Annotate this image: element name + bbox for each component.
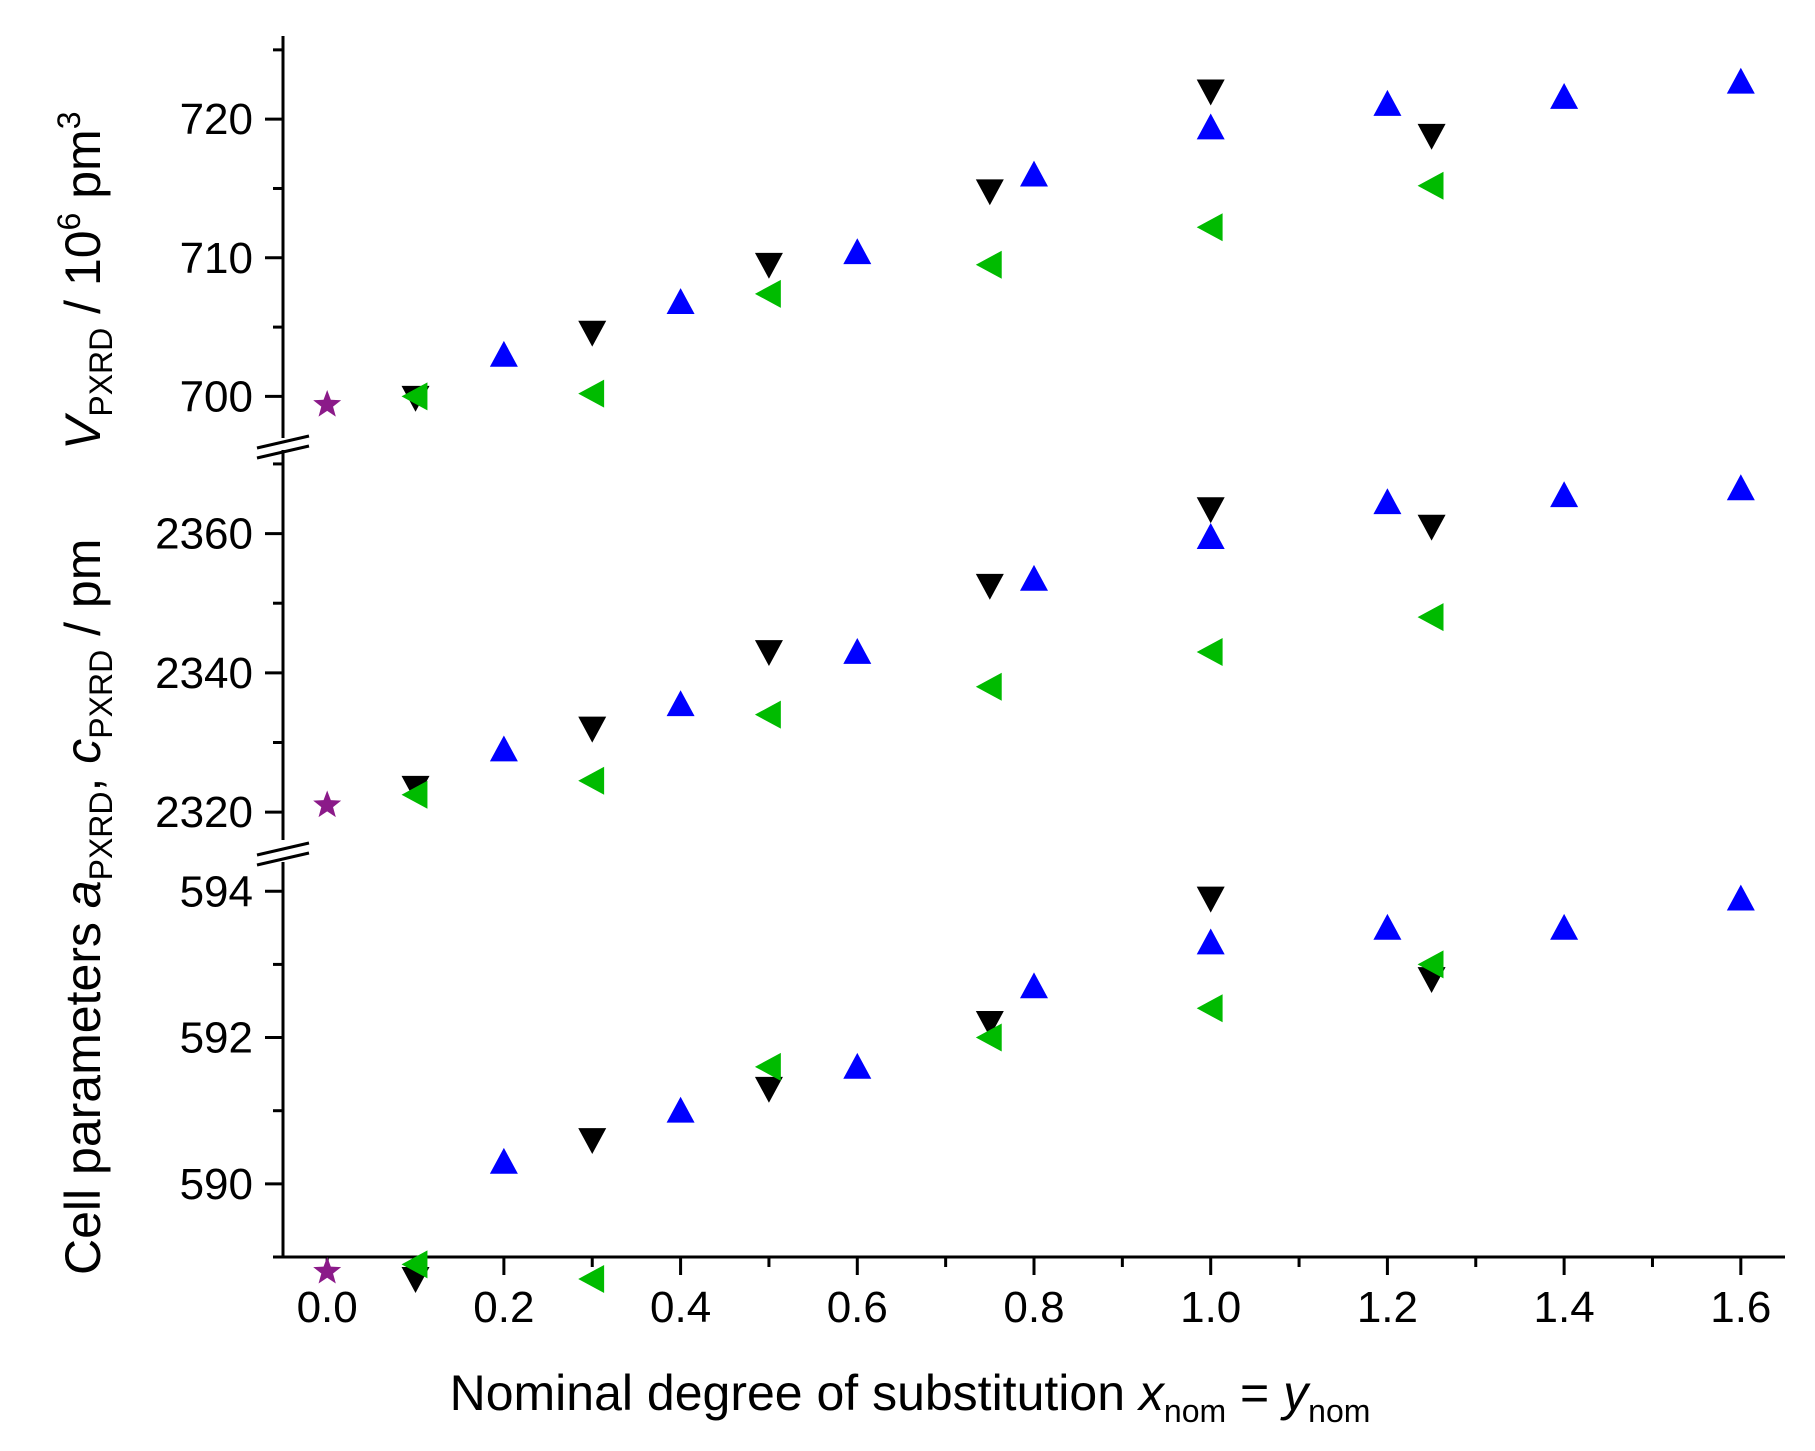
data-point-triangle-down-c [578,716,607,743]
data-point-triangle-left-a [401,1250,428,1279]
data-point-triangle-up-a [1196,928,1225,955]
data-point-triangle-down-a [1196,886,1225,913]
data-point-triangle-up-a [843,1052,872,1079]
data-point-triangle-left-c [401,780,428,809]
y-tick-label: 2340 [155,649,253,698]
data-point-star-V [313,390,342,417]
data-point-triangle-up-V [1550,82,1579,109]
data-point-triangle-left-V [401,382,428,411]
x-tick-label: 1.6 [1710,1283,1771,1332]
data-point-triangle-up-V [843,238,872,265]
data-point-triangle-up-a [1020,972,1048,999]
data-point-triangle-left-c [975,672,1002,701]
data-point-triangle-up-a [1373,913,1402,940]
data-point-triangle-up-c [1196,523,1225,549]
data-point-triangle-down-c [754,640,783,666]
data-point-triangle-up-c [1550,481,1579,508]
axis-break-mark [256,444,310,460]
data-point-triangle-down-V [1417,123,1446,150]
y-tick-label: 720 [180,95,253,144]
data-point-triangle-up-a [666,1096,695,1123]
y-tick-label: 710 [180,234,253,283]
data-point-triangle-left-V [754,279,781,308]
data-point-triangle-up-V [489,340,518,367]
data-point-triangle-down-a [975,1011,1004,1037]
data-point-triangle-down-V [578,320,607,347]
data-point-triangle-left-V [975,250,1002,279]
data-point-triangle-left-a [754,1052,781,1081]
data-point-triangle-up-V [1373,89,1402,116]
data-point-triangle-left-a [1417,950,1444,979]
data-point-triangle-down-a [754,1076,783,1103]
y-axis: 590 592 594 2320 2340 2360 700 710 720 [155,36,310,1259]
data-point-triangle-up-c [489,735,518,762]
data-point-triangle-up-a [1726,884,1755,911]
x-axis-title: Nominal degree of substitution xnom = yn… [450,1365,1371,1429]
data-point-triangle-down-a [578,1128,607,1154]
y-tick-label: 2360 [155,510,253,559]
data-point-triangle-up-a [489,1147,518,1174]
data-point-triangle-left-c [578,766,605,795]
data-point-triangle-up-c [843,637,872,664]
data-point-triangle-left-V [1196,213,1223,242]
data-point-triangle-down-V [975,179,1004,206]
data-point-triangle-up-c [1020,564,1048,591]
data-point-triangle-left-V [1417,171,1444,200]
data-point-triangle-left-a [578,1264,605,1293]
data-point-triangle-up-c [666,690,695,717]
data-point-triangle-up-V [1196,113,1225,140]
data-point-triangle-left-a [1196,994,1223,1023]
data-point-triangle-left-a [975,1023,1002,1052]
data-point-triangle-up-V [666,288,695,315]
data-point-triangle-left-V [578,379,605,408]
data-point-star-a [313,1256,342,1284]
data-point-triangle-up-V [1020,160,1048,187]
data-point-triangle-up-c [1373,488,1402,515]
x-tick-label: 0.0 [297,1283,358,1332]
x-tick-label: 0.8 [1003,1283,1064,1332]
data-point-triangle-up-V [1726,67,1755,94]
y-tick-label: 590 [180,1160,253,1209]
x-tick-label: 0.6 [827,1283,888,1332]
axis-break-mark [256,841,310,857]
x-tick-label: 0.2 [473,1283,534,1332]
y-axis-title-upper: VPXRD / 106 pm3 [51,111,119,450]
data-point-triangle-down-V [1196,79,1225,106]
y-tick-label: 592 [180,1014,253,1063]
plot-markers [313,67,1755,1293]
data-point-triangle-up-c [1726,474,1755,501]
x-tick-label: 1.4 [1534,1283,1595,1332]
data-point-triangle-left-c [1196,637,1223,666]
data-point-triangle-up-a [1550,913,1579,940]
y-tick-label: 2320 [155,788,253,837]
data-point-triangle-down-c [1417,514,1446,541]
data-point-triangle-left-c [1417,603,1444,632]
y-tick-label: 700 [180,372,253,421]
x-tick-label: 1.2 [1357,1283,1418,1332]
data-point-star-c [313,790,342,818]
data-point-triangle-left-c [754,700,781,729]
y-axis-title-lower: Cell parameters aPXRD, cPXRD / pm [55,539,119,1275]
x-tick-label: 0.4 [650,1283,711,1332]
y-tick-label: 594 [180,867,253,916]
axis-break-mark [256,434,310,450]
data-point-triangle-down-V [754,252,783,279]
x-axis: 0.0 0.2 0.4 0.6 0.8 1.0 1.2 1.4 1.6 [283,1255,1785,1332]
axis-break-mark [256,851,310,867]
data-point-triangle-down-c [1196,497,1225,524]
x-tick-label: 1.0 [1180,1283,1241,1332]
data-point-triangle-down-c [975,573,1004,600]
